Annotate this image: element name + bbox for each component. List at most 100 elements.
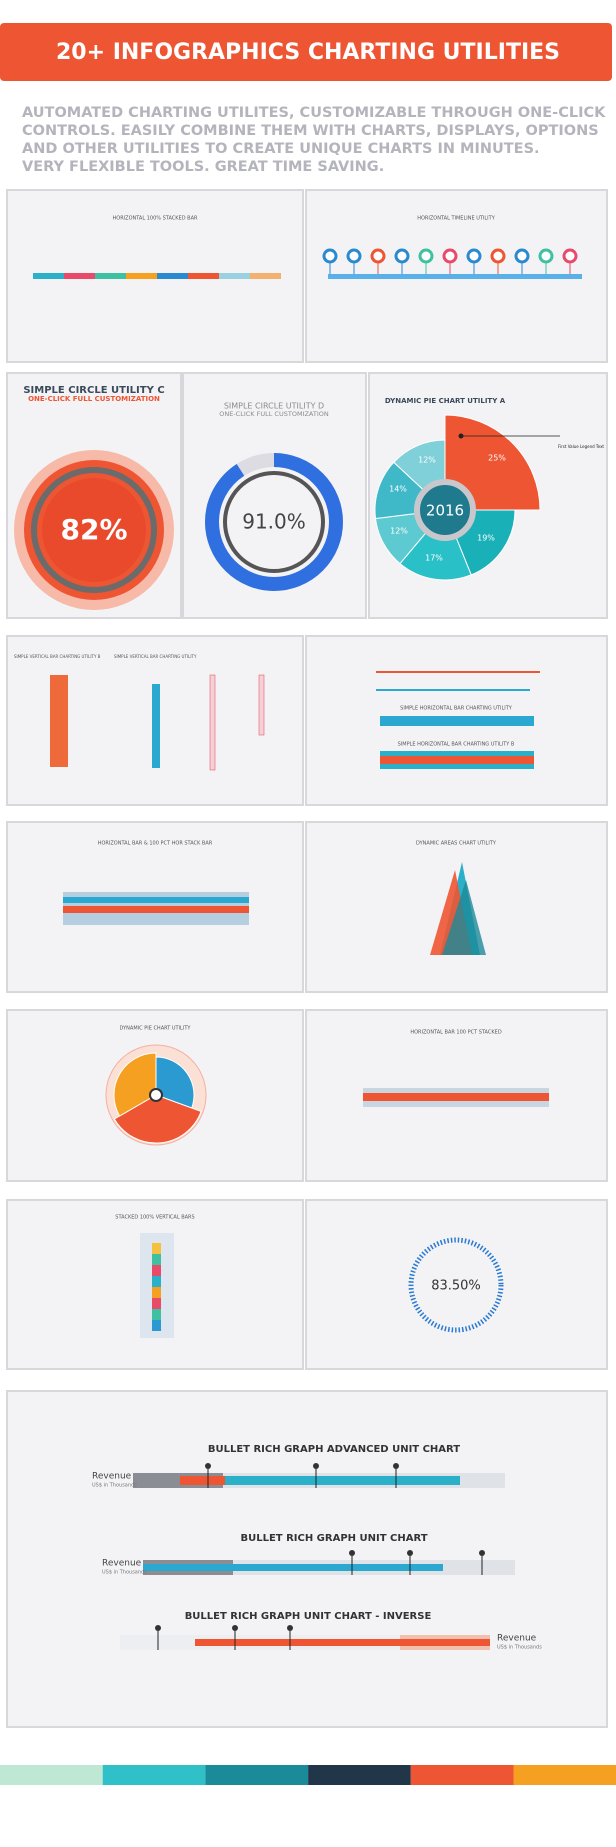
panel-title: SIMPLE VERTICAL BAR CHARTING UTILITY B: [14, 654, 101, 659]
pin: [468, 250, 480, 262]
stack-segment: [33, 273, 64, 279]
marker: [287, 1625, 293, 1631]
bullet-title: BULLET RICH GRAPH ADVANCED UNIT CHART: [208, 1444, 460, 1455]
panel-title: HORIZONTAL BAR 100 PCT STACKED: [410, 1030, 502, 1036]
legend-text: First Value Legend Text: [558, 444, 604, 449]
stack-row: [63, 906, 249, 913]
panel-title: HORIZONTAL BAR & 100 PCT HOR STACK BAR: [98, 841, 213, 847]
stacked-bar: [33, 273, 281, 279]
timeline-line: [328, 274, 582, 279]
marker: [407, 1550, 413, 1556]
stack-row: [63, 897, 249, 903]
panel-title: SIMPLE HORIZONTAL BAR CHARTING UTILITY: [400, 706, 513, 712]
pie-label: 17%: [425, 554, 443, 563]
description-line: AND OTHER UTILITIES TO CREATE UNIQUE CHA…: [22, 141, 540, 157]
strip-segment: [103, 1765, 206, 1785]
bullet-measure: Revenue: [92, 1472, 132, 1482]
stack-segment: [152, 1254, 161, 1265]
pie-label: 14%: [389, 485, 407, 494]
title: 20+ INFOGRAPHICS CHARTING UTILITIES: [56, 40, 560, 65]
stack-segment: [152, 1320, 161, 1331]
vbar: [210, 675, 215, 770]
strip-segment: [0, 1765, 103, 1785]
legend-dot: [459, 434, 464, 439]
marker: [349, 1550, 355, 1556]
pie-label: 25%: [488, 454, 506, 463]
circle-value: 82%: [60, 513, 127, 546]
stack-segment: [250, 273, 281, 279]
bullet-bar: [195, 1639, 490, 1646]
stack-segment: [152, 1309, 161, 1320]
pin: [492, 250, 504, 262]
stack-segment: [188, 273, 219, 279]
strip-segment: [308, 1765, 411, 1785]
stack-segment: [152, 1276, 161, 1287]
dial-value: 83.50%: [431, 1279, 481, 1294]
marker: [393, 1463, 399, 1469]
pie-label: 12%: [418, 456, 436, 465]
stack-segment: [157, 273, 188, 279]
panel-title: HORIZONTAL TIMELINE UTILITY: [417, 216, 495, 222]
bullet-unit: US$ in Thousands: [102, 1570, 147, 1576]
strip-segment: [514, 1765, 616, 1785]
pin: [420, 250, 432, 262]
pin: [372, 250, 384, 262]
stack-segment: [152, 1265, 161, 1276]
description: AUTOMATED CHARTING UTILITES, CUSTOMIZABL…: [22, 105, 606, 175]
bullet-unit: US$ in Thousands: [497, 1645, 542, 1651]
pin: [444, 250, 456, 262]
strip-segment: [205, 1765, 308, 1785]
pin: [564, 250, 576, 262]
marker: [155, 1625, 161, 1631]
stack-segment: [152, 1298, 161, 1309]
panel: [7, 1391, 607, 1727]
stack-row: [363, 1093, 549, 1101]
marker: [232, 1625, 238, 1631]
stack-segment: [152, 1287, 161, 1298]
vbar: [259, 675, 264, 735]
stack-segment: [152, 1243, 161, 1254]
panel-title: SIMPLE VERTICAL BAR CHARTING UTILITY: [114, 654, 197, 659]
color-strip: [0, 1765, 616, 1785]
stack-segment: [126, 273, 157, 279]
stack-segment: [95, 273, 126, 279]
pie-label: 19%: [477, 534, 495, 543]
strip-segment: [411, 1765, 514, 1785]
panel-title: DYNAMIC AREAS CHART UTILITY: [416, 841, 497, 847]
marker: [479, 1550, 485, 1556]
panel-subtitle: ONE-CLICK FULL CUSTOMIZATION: [28, 395, 160, 403]
panel-title: DYNAMIC PIE CHART UTILITY A: [385, 397, 506, 405]
panel-subtitle: ONE-CLICK FULL CUSTOMIZATION: [219, 410, 329, 418]
bullet-unit: US$ in Thousands: [92, 1483, 137, 1489]
description-line: CONTROLS. EASILY COMBINE THEM WITH CHART…: [22, 123, 599, 139]
stack-segment: [219, 273, 250, 279]
bullet-measure: Revenue: [102, 1559, 142, 1569]
vbar: [152, 684, 160, 768]
pie-center: 2016: [426, 502, 464, 520]
pin: [324, 250, 336, 262]
pin: [348, 250, 360, 262]
panel-title: SIMPLE HORIZONTAL BAR CHARTING UTILITY B: [398, 742, 515, 748]
bullet-bar: [180, 1476, 225, 1485]
panel-title: HORIZONTAL 100% STACKED BAR: [113, 216, 198, 222]
vbar: [50, 675, 68, 767]
panel-title: DYNAMIC PIE CHART UTILITY: [120, 1026, 192, 1032]
description-line: VERY FLEXIBLE TOOLS. GREAT TIME SAVING.: [22, 159, 384, 175]
pie-label: 12%: [390, 527, 408, 536]
hbar: [376, 689, 530, 691]
stacked-vertical: [140, 1233, 174, 1338]
pin: [540, 250, 552, 262]
bullet-title: BULLET RICH GRAPH UNIT CHART: [240, 1533, 427, 1544]
bullet-measure: Revenue: [497, 1634, 537, 1644]
description-line: AUTOMATED CHARTING UTILITES, CUSTOMIZABL…: [22, 105, 606, 121]
hbar: [376, 671, 540, 673]
bullet-title: BULLET RICH GRAPH UNIT CHART - INVERSE: [185, 1611, 432, 1622]
pie-hub: [150, 1089, 162, 1101]
pin: [516, 250, 528, 262]
pin: [396, 250, 408, 262]
bullet-bar: [143, 1564, 443, 1571]
marker: [205, 1463, 211, 1469]
marker: [313, 1463, 319, 1469]
